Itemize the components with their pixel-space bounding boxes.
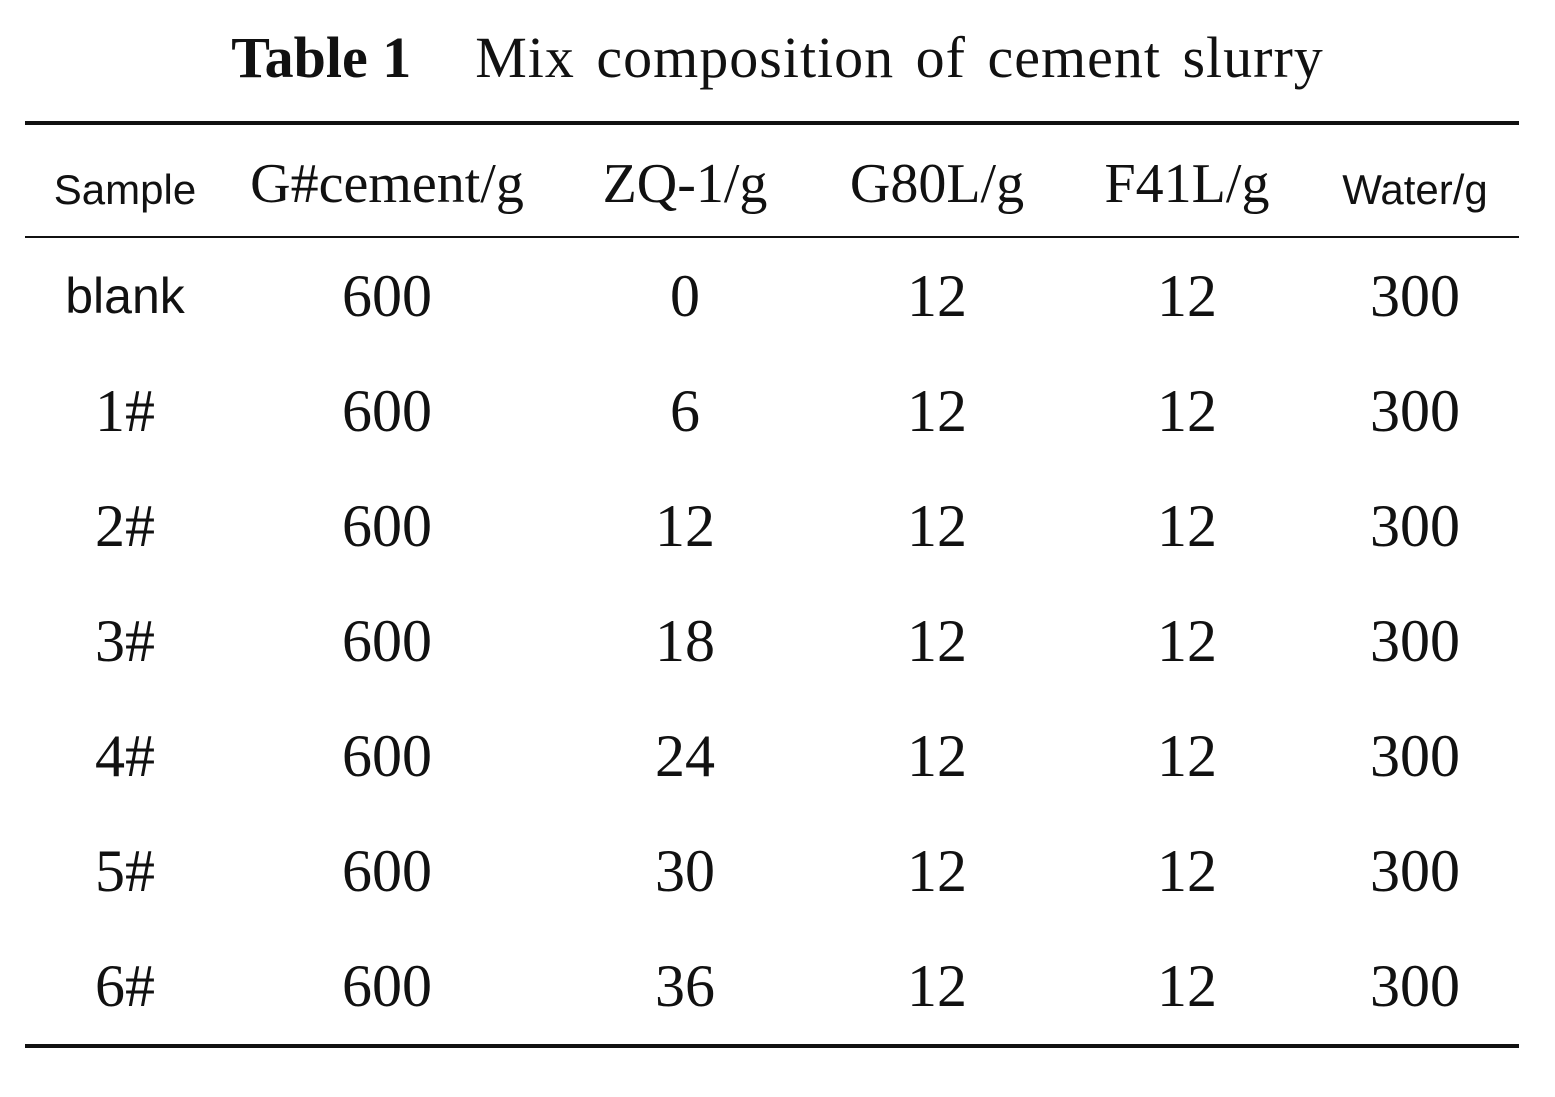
table-row: 2# 600 12 12 12 300 [0, 470, 1555, 585]
cell-f41l: 12 [1157, 723, 1217, 789]
cell-g80l: 12 [907, 608, 967, 674]
cell-zq1: 18 [655, 608, 715, 674]
cell-zq1: 12 [655, 493, 715, 559]
cell-water: 300 [1370, 378, 1460, 444]
cell-f41l: 12 [1157, 378, 1217, 444]
cell-cement: 600 [342, 838, 432, 904]
cell-f41l: 12 [1157, 263, 1217, 329]
cell-zq1: 30 [655, 838, 715, 904]
cell-sample: 2# [95, 493, 155, 559]
cell-sample: 4# [95, 723, 155, 789]
table-row: 6# 600 36 12 12 300 [0, 930, 1555, 1045]
cell-g80l: 12 [907, 378, 967, 444]
table-header-row: Sample G#cement/g ZQ-1/g G80L/g F41L/g W… [0, 126, 1555, 236]
bottom-rule [25, 1044, 1519, 1048]
cell-zq1: 24 [655, 723, 715, 789]
cell-g80l: 12 [907, 838, 967, 904]
cell-cement: 600 [342, 493, 432, 559]
cell-water: 300 [1370, 838, 1460, 904]
header-g80l: G80L/g [849, 153, 1025, 215]
table-title: Mix composition of cement slurry [475, 25, 1324, 90]
cell-g80l: 12 [907, 493, 967, 559]
cell-cement: 600 [342, 608, 432, 674]
cell-sample: blank [65, 268, 185, 324]
cell-water: 300 [1370, 953, 1460, 1019]
table-row: 3# 600 18 12 12 300 [0, 585, 1555, 700]
cell-zq1: 36 [655, 953, 715, 1019]
cell-sample: 3# [95, 608, 155, 674]
header-cement: G#cement/g [250, 153, 524, 215]
cell-g80l: 12 [907, 723, 967, 789]
cell-zq1: 6 [670, 378, 700, 444]
cell-cement: 600 [342, 953, 432, 1019]
header-rule [25, 236, 1519, 238]
cell-zq1: 0 [670, 263, 700, 329]
cell-water: 300 [1370, 493, 1460, 559]
table-caption: Table 1 Mix composition of cement slurry [0, 22, 1555, 94]
table-row: 1# 600 6 12 12 300 [0, 355, 1555, 470]
table-row: 5# 600 30 12 12 300 [0, 815, 1555, 930]
cell-g80l: 12 [907, 263, 967, 329]
table-row: 4# 600 24 12 12 300 [0, 700, 1555, 815]
top-rule [25, 121, 1519, 125]
header-sample: Sample [53, 166, 197, 213]
cell-cement: 600 [342, 263, 432, 329]
cell-f41l: 12 [1157, 953, 1217, 1019]
cell-water: 300 [1370, 608, 1460, 674]
cell-water: 300 [1370, 723, 1460, 789]
header-water: Water/g [1342, 166, 1488, 213]
cell-g80l: 12 [907, 953, 967, 1019]
cell-f41l: 12 [1157, 838, 1217, 904]
header-f41l: F41L/g [1104, 153, 1270, 215]
table-row: blank 600 0 12 12 300 [0, 240, 1555, 355]
table-label: Table 1 [231, 25, 412, 90]
cell-f41l: 12 [1157, 493, 1217, 559]
cell-sample: 5# [95, 838, 155, 904]
cell-sample: 6# [95, 953, 155, 1019]
cell-water: 300 [1370, 263, 1460, 329]
header-zq1: ZQ-1/g [602, 153, 768, 215]
cell-cement: 600 [342, 378, 432, 444]
cell-sample: 1# [95, 378, 155, 444]
cell-f41l: 12 [1157, 608, 1217, 674]
cell-cement: 600 [342, 723, 432, 789]
